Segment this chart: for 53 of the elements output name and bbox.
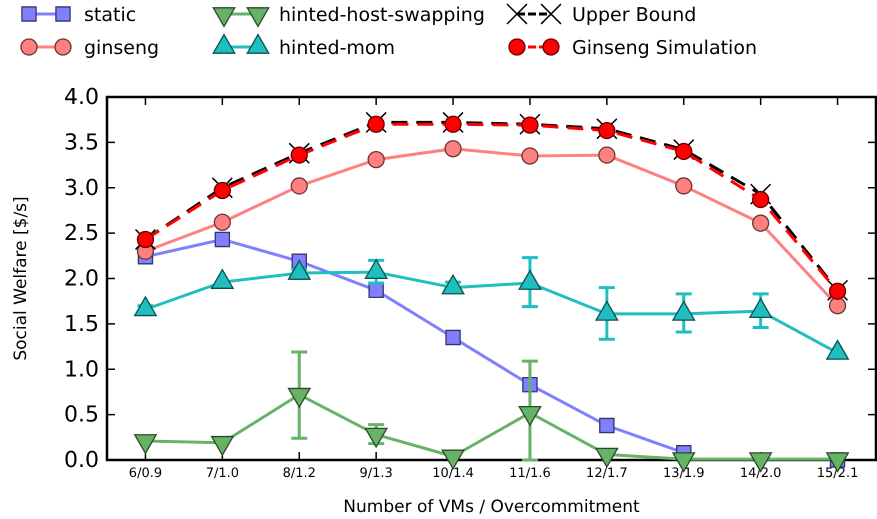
- point: [828, 297, 846, 314]
- point: [673, 138, 694, 160]
- x-axis-title: Number of VMs / Overcommitment: [343, 497, 640, 517]
- legend-label: hinted-mom: [279, 37, 396, 59]
- point: [675, 177, 692, 195]
- point: [598, 122, 616, 140]
- point: [365, 112, 387, 134]
- y-tick-label: 4.0: [64, 85, 99, 110]
- y-tick-label: 0.5: [64, 402, 99, 428]
- y-tick-label: 2.5: [64, 221, 99, 246]
- x-tick-label: 9/1.3: [359, 466, 393, 482]
- y-tick-label: 3.5: [64, 130, 99, 156]
- y-tick-label: 1.5: [64, 312, 99, 337]
- x-tick-label: 13/1.9: [662, 466, 705, 482]
- y-tick-label: 3.0: [64, 176, 99, 201]
- x-tick-label: 10/1.4: [432, 466, 474, 482]
- point: [752, 214, 770, 232]
- point: [750, 183, 772, 205]
- y-tick-label: 2.0: [64, 266, 99, 292]
- x-tick-label: 8/1.2: [282, 466, 316, 482]
- point: [675, 142, 692, 160]
- legend-label: Upper Bound: [572, 4, 696, 26]
- x-tick-label: 6/0.9: [128, 466, 162, 482]
- point: [212, 177, 234, 198]
- x-tick-label: 7/1.0: [206, 466, 240, 482]
- legend-label: ginseng: [84, 37, 160, 59]
- point: [598, 146, 616, 164]
- legend-label: hinted-host-swapping: [279, 4, 485, 26]
- point: [290, 177, 308, 195]
- point: [288, 142, 310, 164]
- point: [599, 418, 615, 434]
- y-tick-label: 0.0: [64, 448, 99, 474]
- point: [596, 118, 618, 140]
- point: [444, 116, 462, 133]
- x-tick-label: 11/1.6: [509, 466, 551, 482]
- y-axis-title: Social Welfare [$/s]: [11, 196, 31, 361]
- point: [521, 147, 539, 165]
- point: [752, 190, 770, 208]
- x-tick-label: 14/2.0: [740, 466, 782, 482]
- point: [214, 214, 231, 231]
- point: [214, 182, 231, 200]
- point: [442, 112, 464, 134]
- point: [445, 330, 461, 346]
- x-tick-label: 15/2.1: [816, 466, 858, 482]
- point: [368, 151, 385, 168]
- point: [368, 116, 385, 133]
- x-tick-label: 12/1.7: [586, 466, 628, 482]
- point: [214, 232, 230, 248]
- legend-label: Ginseng Simulation: [572, 37, 757, 59]
- y-tick-label: 1.0: [64, 357, 99, 382]
- point: [290, 146, 308, 164]
- point: [444, 140, 462, 158]
- legend-label: static: [84, 4, 136, 26]
